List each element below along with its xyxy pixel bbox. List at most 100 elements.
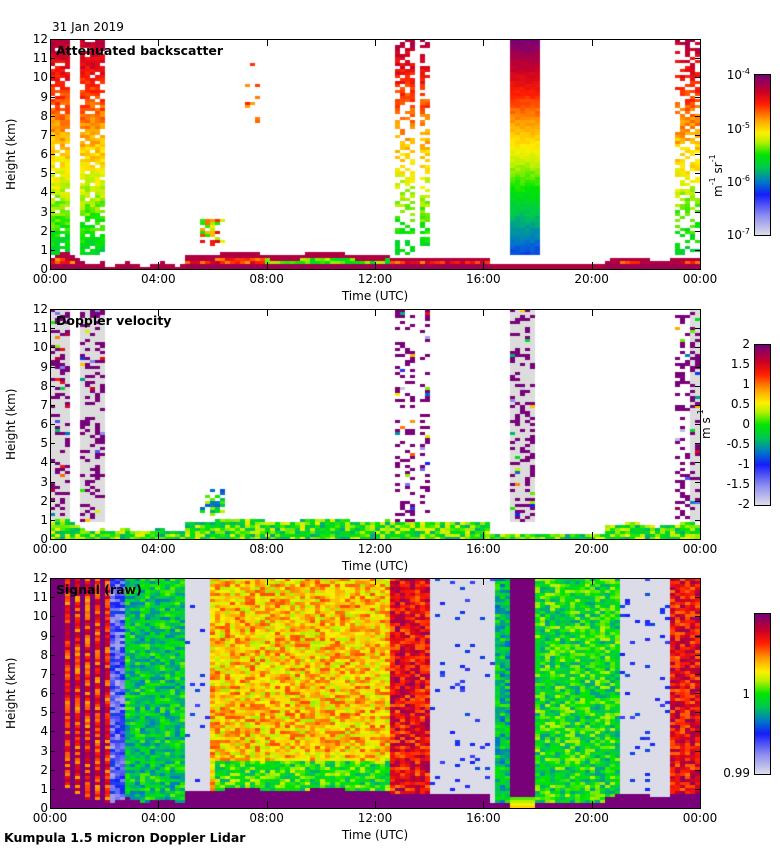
x-tick-mark — [266, 262, 268, 269]
y-tick-label: 3 — [40, 743, 48, 758]
y-tick-mark — [695, 404, 700, 406]
plot-frame — [50, 39, 701, 270]
y-tick-mark — [695, 173, 700, 175]
y-tick-mark — [695, 616, 700, 618]
y-tick-label: 12 — [32, 302, 48, 316]
x-tick-label: 00:00 — [682, 542, 718, 556]
y-tick-mark — [695, 96, 700, 98]
y-tick-mark — [695, 385, 700, 387]
y-tick-label: 3 — [40, 204, 48, 219]
y-tick-mark — [695, 635, 700, 637]
x-tick-mark — [266, 532, 268, 539]
x-tick-mark — [375, 262, 376, 269]
x-tick-label: 00:00 — [682, 811, 718, 825]
x-tick-label: 12:00 — [357, 811, 393, 825]
y-tick-mark — [50, 249, 55, 251]
x-tick-mark — [266, 39, 268, 46]
colorbar-tick: -2 — [738, 497, 750, 511]
y-tick-mark — [50, 539, 55, 540]
x-tick-mark — [158, 39, 160, 46]
y-tick-label: 5 — [40, 166, 48, 181]
y-tick-label: 7 — [40, 666, 48, 681]
unit-exp: -1 — [708, 154, 717, 163]
colorbar-tick: 1 — [742, 377, 750, 391]
y-tick-mark — [50, 269, 55, 270]
x-tick-label: 08:00 — [249, 272, 284, 286]
y-tick-mark — [50, 519, 55, 521]
y-tick-mark — [695, 578, 700, 579]
y-tick-mark — [695, 788, 700, 790]
unit-exp: -1 — [708, 177, 717, 186]
y-tick-mark — [695, 769, 700, 771]
x-tick-label: 16:00 — [466, 272, 501, 286]
y-tick-mark — [695, 481, 700, 483]
y-tick-label: 4 — [40, 455, 48, 470]
y-tick-mark — [50, 77, 55, 79]
x-tick-label: 00:00 — [682, 272, 718, 286]
y-tick-label: 6 — [40, 417, 48, 431]
x-tick-mark — [591, 801, 593, 808]
y-tick-mark — [695, 539, 700, 540]
y-tick-mark — [50, 750, 55, 752]
colorbar-tick: 1.5 — [730, 357, 750, 371]
y-tick-mark — [50, 616, 55, 618]
colorbar-tick-exp: -6 — [742, 174, 750, 183]
colorbar — [754, 344, 771, 506]
x-tick-mark — [591, 532, 593, 539]
y-tick-mark — [50, 192, 55, 194]
x-tick-label: 04:00 — [141, 272, 176, 286]
x-tick-mark — [483, 262, 485, 269]
y-tick-mark — [695, 462, 700, 464]
y-tick-mark — [50, 173, 55, 175]
y-tick-mark — [50, 424, 55, 425]
y-tick-mark — [695, 115, 700, 117]
colorbar — [754, 74, 771, 236]
y-tick-label: 1 — [40, 242, 48, 257]
x-tick-mark — [375, 39, 376, 46]
colorbar-unit: m-1 sr-1 — [708, 136, 725, 216]
colorbar-tick: 10-5 — [714, 121, 750, 136]
y-tick-mark — [695, 519, 700, 521]
y-tick-mark — [695, 154, 700, 155]
x-tick-label: 20:00 — [574, 272, 609, 286]
y-tick-mark — [50, 654, 55, 656]
plot-frame — [50, 578, 701, 809]
x-tick-mark — [266, 801, 268, 808]
x-tick-mark — [483, 532, 485, 539]
x-tick-mark — [483, 39, 485, 46]
y-tick-label: 2 — [40, 493, 48, 508]
x-tick-label: 16:00 — [466, 542, 501, 556]
x-tick-mark — [158, 801, 160, 808]
y-axis-label: Height (km) — [4, 118, 18, 190]
y-tick-mark — [50, 769, 55, 771]
colorbar-tick-exp: -5 — [742, 121, 750, 130]
x-axis-label: Time (UTC) — [341, 828, 409, 842]
y-tick-label: 10 — [32, 340, 48, 355]
y-tick-mark — [695, 500, 700, 502]
y-tick-mark — [695, 750, 700, 752]
x-tick-mark — [483, 309, 485, 316]
y-tick-mark — [50, 693, 55, 694]
x-axis-label: Time (UTC) — [341, 289, 409, 303]
y-tick-label: 10 — [32, 609, 48, 624]
x-tick-mark — [375, 578, 376, 585]
y-tick-label: 5 — [40, 705, 48, 720]
y-tick-mark — [50, 404, 55, 406]
y-tick-mark — [50, 712, 55, 714]
y-tick-mark — [50, 96, 55, 98]
y-tick-label: 12 — [32, 571, 48, 585]
y-tick-label: 10 — [32, 70, 48, 85]
colorbar — [754, 613, 771, 775]
x-tick-mark — [375, 309, 376, 316]
y-tick-label: 5 — [40, 436, 48, 451]
y-tick-label: 11 — [32, 51, 48, 66]
instrument-label: Kumpula 1.5 micron Doppler Lidar — [4, 830, 246, 845]
y-tick-label: 4 — [40, 724, 48, 739]
colorbar-unit: m s-1 — [696, 384, 713, 464]
y-tick-mark — [50, 347, 55, 349]
colorbar-tick: -1.5 — [726, 477, 750, 491]
y-tick-mark — [695, 424, 700, 425]
y-tick-mark — [695, 269, 700, 270]
x-tick-label: 04:00 — [141, 811, 176, 825]
y-tick-mark — [695, 693, 700, 694]
